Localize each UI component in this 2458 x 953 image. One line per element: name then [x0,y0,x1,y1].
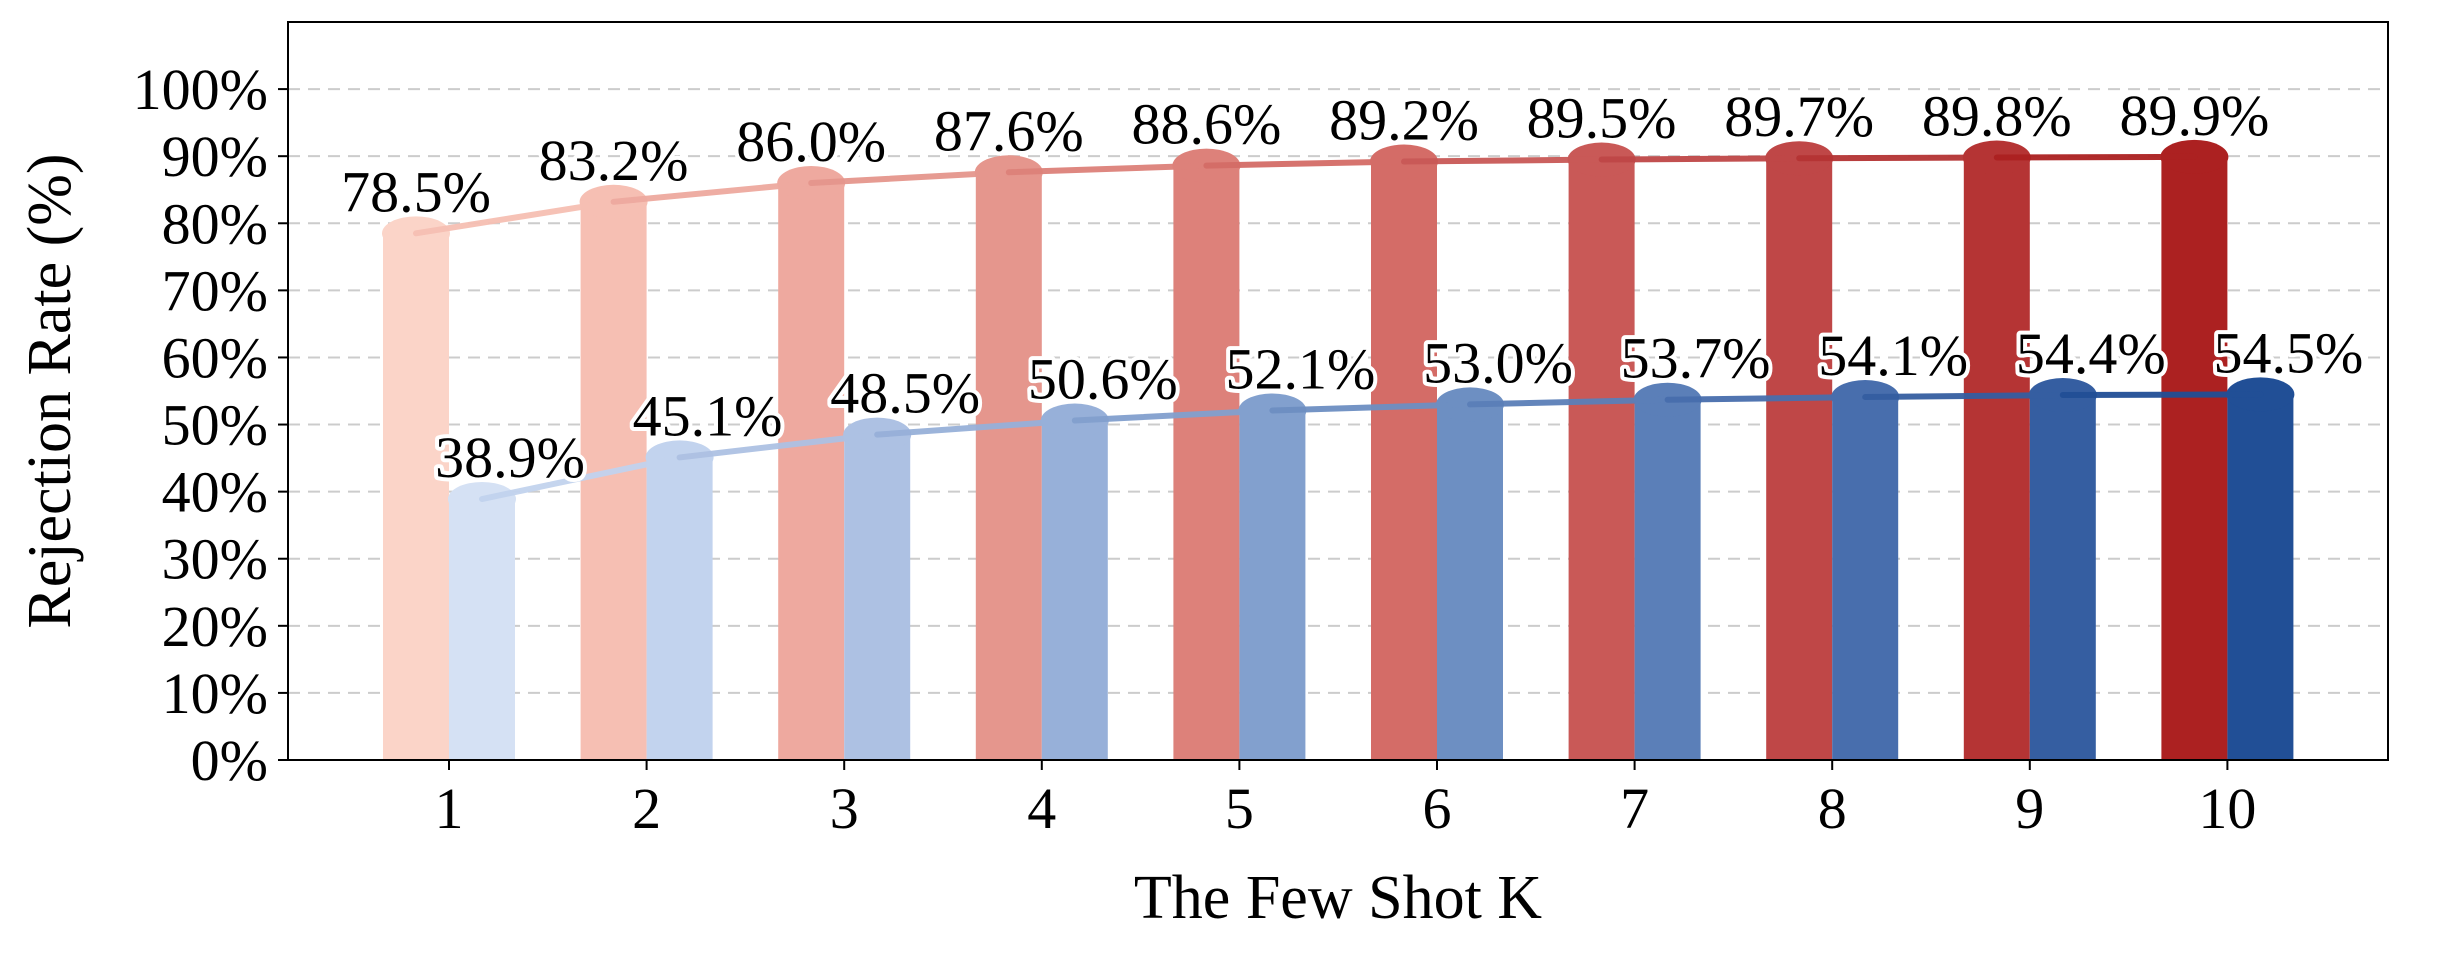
y-tick-label: 90% [162,124,268,189]
data-label: 53.0% [1423,330,1573,395]
trend-line-segment [1664,394,1869,403]
y-tick-label: 100% [133,57,268,122]
data-label: 89.8% [1922,84,2072,149]
trend-line-segment [1269,401,1473,414]
y-tick-label: 10% [162,661,268,726]
x-tick-label: 1 [435,776,464,841]
y-tick-label: 70% [162,258,268,323]
trend-line-segment [413,198,617,237]
data-label: 45.1% [633,383,783,448]
bar [844,434,911,760]
x-tick-label: 3 [830,776,859,841]
x-tick-label: 8 [1818,776,1847,841]
bar [2227,394,2294,760]
bar [1041,420,1108,760]
bar [646,457,713,760]
x-tick-label: 10 [2198,776,2256,841]
bar [580,201,647,760]
trend-line-segment [1203,158,1407,169]
data-label: 86.0% [736,109,886,174]
data-label: 54.4% [2016,321,2166,386]
trend-line-segment [1401,156,1605,165]
y-tick-label: 80% [162,191,268,256]
trend-line-segment [1862,392,2066,401]
bar [1832,397,1899,760]
y-tick-label: 30% [162,527,268,592]
y-axis-label: Rejection Rate (%) [16,153,84,628]
bar [1568,159,1635,760]
data-label: 88.6% [1131,92,1281,157]
y-tick-label: 40% [162,460,268,525]
trend-line-segment [1467,396,1671,408]
trend-line-segment [2059,391,2264,399]
data-label: 50.6% [1028,347,1178,412]
y-tick-label: 60% [162,325,268,390]
data-label: 48.5% [830,361,980,426]
bar [1963,157,2030,761]
bar [1239,410,1306,760]
x-tick-label: 7 [1620,776,1649,841]
trend-line-segment [1071,407,1276,424]
bar [383,233,449,760]
trend-line-segment [1598,155,1803,163]
data-label: 89.5% [1527,86,1677,151]
x-axis-label: The Few Shot K [1134,864,1542,932]
y-tick-label: 20% [162,594,268,659]
data-label: 89.2% [1329,88,1479,153]
bar [1766,158,1833,760]
trend-line-segment [874,417,1078,438]
y-axis-ticks: 0%10%20%30%40%50%60%70%80%90%100% [133,57,288,793]
trend-line-segment [1005,162,1210,176]
bar [975,172,1042,760]
data-label: 38.9% [435,425,585,490]
data-label: 54.5% [2213,320,2363,385]
data-label: 83.2% [539,128,689,193]
trend-line-segment [479,454,683,503]
bar [1371,161,1437,761]
bar [1634,399,1701,760]
x-axis-ticks: 1 2 3 4 5 6 7 8 9 10 [435,760,2256,841]
trend-lines [413,153,2264,503]
x-tick-label: 2 [632,776,661,841]
data-label: 87.6% [934,98,1084,163]
bar [1437,404,1503,760]
y-tick-label: 50% [162,393,268,458]
x-tick-label: 9 [2015,776,2044,841]
trend-line-segment [676,431,881,461]
trend-line-segment [808,169,1012,187]
bars [382,139,2295,761]
bar [1173,165,1240,761]
x-tick-label: 6 [1423,776,1452,841]
plot-frame [287,21,2389,761]
data-label: 54.1% [1818,323,1968,388]
bar [2161,156,2228,760]
y-tick-label: 0% [191,728,268,793]
bar [449,499,515,760]
data-label: 78.5% [341,159,491,224]
bar [778,183,845,760]
data-labels: 78.5% 83.2% 86.0% 87.6% 88.6% 89.2% 89.5% 89.7%… [337,79,2367,494]
x-tick-label: 4 [1027,776,1056,841]
trend-line-segment [1796,154,2000,162]
trend-line-segment [1993,153,2198,161]
data-label: 89.7% [1724,84,1874,149]
trend-line-segment [610,180,815,205]
data-label: 52.1% [1225,336,1375,401]
data-label: 53.7% [1621,326,1771,391]
bar [2029,395,2096,760]
x-tick-label: 5 [1225,776,1254,841]
data-label: 89.9% [2119,83,2269,148]
